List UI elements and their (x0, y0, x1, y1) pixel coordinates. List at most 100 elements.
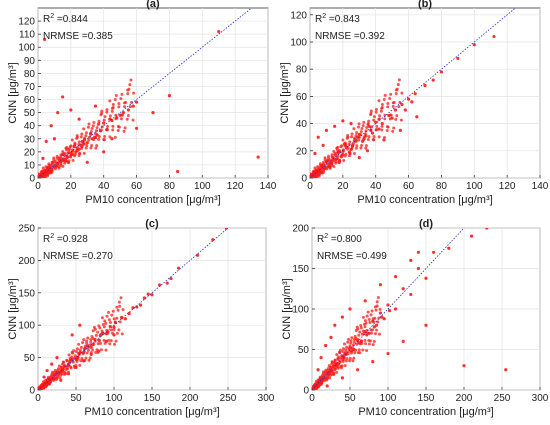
scatter-point (365, 149, 370, 153)
scatter-point (102, 325, 106, 329)
scatter-point (52, 137, 57, 141)
scatter-point (57, 166, 61, 170)
scatter-point (368, 320, 372, 324)
scatter-point (380, 105, 384, 109)
scatter-point (383, 117, 387, 121)
scatter-point (77, 140, 81, 144)
scatter-point (392, 101, 396, 105)
scatter-point (369, 109, 373, 113)
scatter-point (382, 317, 386, 321)
scatter-point (364, 146, 368, 150)
r2-label: R2 =0.843 (315, 13, 360, 25)
scatter-point (378, 283, 382, 287)
scatter-point (353, 136, 357, 140)
scatter-point (60, 366, 64, 370)
scatter-point (350, 144, 354, 148)
scatter-point (333, 367, 337, 371)
scatter-point (65, 359, 69, 363)
scatter-point (371, 328, 375, 332)
y-axis-label: CNN [μg/m³] (281, 278, 293, 339)
scatter-point (105, 124, 109, 128)
one-to-one-line (312, 228, 465, 390)
scatter-point (335, 370, 339, 374)
scatter-point (118, 304, 122, 308)
scatter-point (330, 369, 334, 373)
scatter-point (94, 146, 98, 150)
scatter-point (73, 366, 77, 370)
scatter-point (117, 125, 121, 129)
y-tick-label: 90 (24, 56, 36, 67)
scatter-point (75, 136, 79, 140)
scatter-point (357, 138, 361, 142)
scatter-point (343, 154, 347, 158)
scatter-point (139, 303, 143, 307)
scatter-point (394, 275, 398, 279)
y-tick-label: 10 (24, 160, 36, 171)
scatter-point (59, 155, 63, 159)
scatter-point (107, 318, 111, 322)
scatter-point (68, 154, 72, 158)
scatter-point (102, 121, 106, 125)
scatter-point (354, 348, 358, 352)
scatter-point (383, 93, 387, 97)
x-axis-label: PM10 concentration [μg/m³] (357, 194, 492, 206)
scatter-point (75, 347, 79, 351)
scatter-point (431, 78, 435, 82)
scatter-point (87, 122, 91, 126)
scatter-point (108, 135, 112, 139)
scatter-point (352, 139, 356, 143)
scatter-point (367, 342, 371, 346)
scatter-point (323, 370, 327, 374)
scatter-point (368, 339, 372, 343)
x-tick-label: 200 (456, 393, 473, 404)
scatter-point (79, 345, 83, 349)
scatter-point (504, 368, 508, 372)
scatter-point (92, 120, 96, 124)
scatter-point (84, 134, 88, 138)
scatter-point (335, 353, 339, 357)
scatter-point (380, 102, 384, 106)
scatter-point (59, 163, 63, 167)
scatter-point (386, 303, 390, 307)
scatter-point (61, 150, 65, 154)
scatter-point (359, 326, 363, 330)
scatter-point (94, 350, 98, 354)
scatter-point (362, 135, 366, 139)
y-tick-label: 150 (292, 264, 309, 275)
scatter-point (111, 103, 115, 107)
scatter-point (338, 351, 342, 355)
scatter-point (103, 319, 107, 323)
scatter-point (110, 331, 114, 335)
scatter-point (377, 332, 381, 336)
scatter-point (69, 108, 73, 112)
scatter-point (346, 134, 350, 138)
panel-title: (c) (145, 218, 159, 230)
scatter-point (485, 228, 489, 230)
scatter-point (67, 370, 71, 374)
scatter-point (348, 140, 352, 144)
scatter-point (349, 341, 353, 345)
scatter-point (116, 308, 120, 312)
scatter-point (53, 161, 57, 165)
scatter-point (386, 125, 390, 129)
scatter-point (356, 327, 360, 331)
scatter-point (78, 348, 82, 352)
scatter-point (310, 172, 312, 176)
scatter-point (396, 83, 400, 87)
scatter-point (345, 345, 349, 349)
scatter-point (353, 351, 357, 355)
scatter-point (86, 348, 90, 352)
scatter-point (389, 92, 393, 96)
scatter-point (131, 104, 135, 108)
scatter-point (83, 136, 87, 140)
points-layer (38, 228, 229, 390)
scatter-point (359, 339, 363, 343)
scatter-point (333, 359, 337, 363)
scatter-point (72, 349, 76, 353)
scatter-point (367, 119, 371, 123)
scatter-point (211, 238, 215, 242)
scatter-point (374, 308, 378, 312)
scatter-point (456, 56, 460, 60)
scatter-point (343, 144, 347, 148)
scatter-point (386, 102, 390, 106)
